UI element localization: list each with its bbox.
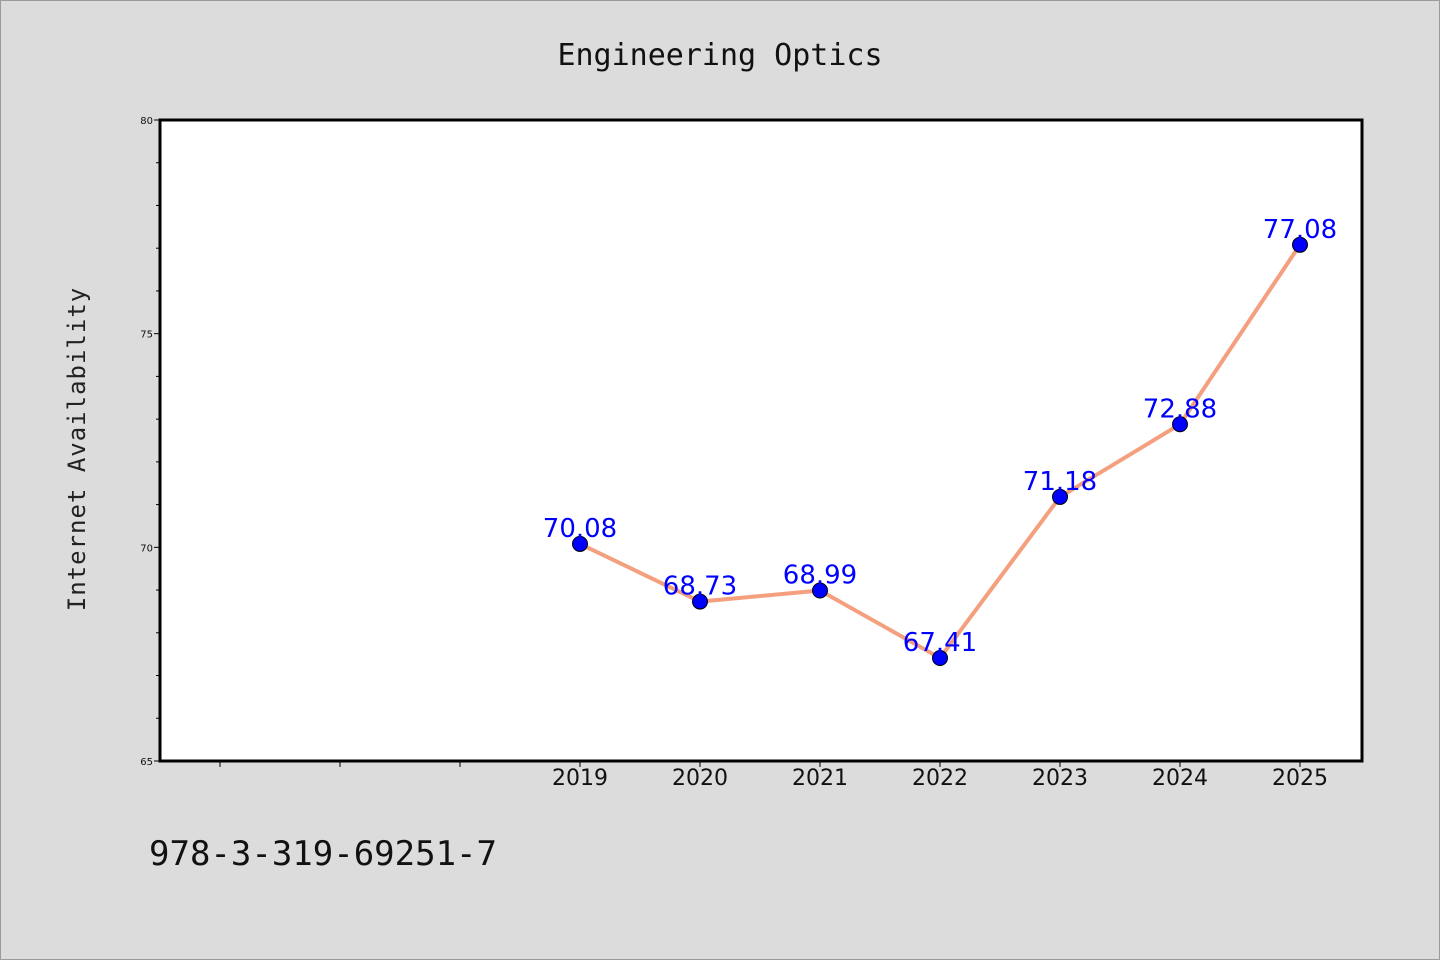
y-tick-label: 75 [140,330,153,341]
data-point [1292,236,1308,253]
series-layer: 70.08 68.73 68.99 67.41 71.18 72.88 77.08 [543,215,1337,667]
y-tick-label: 80 [140,116,153,127]
data-point [812,582,828,599]
data-point [1172,416,1188,433]
data-point [572,535,588,552]
data-point [692,593,708,610]
data-label: 72.88 [1143,394,1217,424]
data-label: 77.08 [1263,215,1337,245]
data-point [932,650,948,667]
y-tick-label: 65 [140,757,153,768]
x-tick-label: 2020 [672,766,728,791]
x-tick-label: 2024 [1152,766,1208,791]
x-tick-label: 2022 [912,766,968,791]
data-label: 71.18 [1023,467,1097,497]
x-axis: 2019 2020 2021 2022 2023 2024 2025 [219,761,1328,791]
x-tick-label: 2019 [552,766,608,791]
chart-title: Engineering Optics [557,38,882,73]
plot-area [158,118,1364,763]
data-label: 68.99 [783,560,857,590]
y-axis: 65 70 75 80 [140,116,160,768]
data-label: 70.08 [543,514,617,544]
data-label: 67.41 [903,628,977,658]
isbn-text: 978-3-319-69251-7 [149,834,497,874]
x-tick-label: 2023 [1032,766,1088,791]
y-tick-label: 70 [140,543,153,554]
x-tick-label: 2021 [792,766,848,791]
y-axis-label: Internet Availability [63,287,91,611]
data-label: 68.73 [663,572,737,602]
data-point [1052,488,1068,505]
x-tick-label: 2025 [1272,766,1328,791]
